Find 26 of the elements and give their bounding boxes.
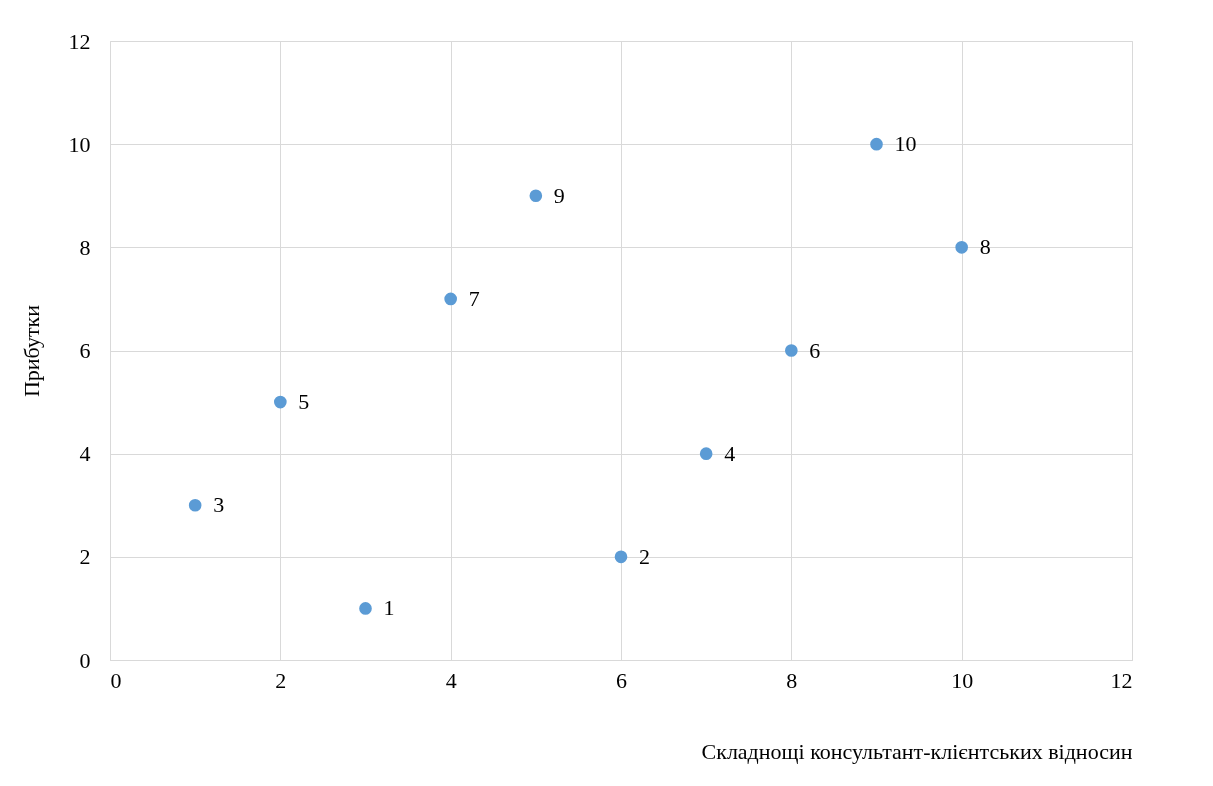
x-tick-label: 0	[110, 667, 122, 693]
y-tick-label: 2	[79, 544, 91, 570]
data-label: 8	[979, 234, 991, 260]
data-label: 5	[298, 389, 310, 415]
data-label: 6	[809, 337, 821, 363]
x-tick-label: 8	[786, 667, 798, 693]
y-tick-label: 6	[79, 338, 91, 363]
y-tick-label: 12	[68, 28, 91, 54]
x-tick-label: 10	[951, 667, 974, 693]
y-tick-label: 8	[79, 234, 91, 260]
data-label: 3	[213, 492, 225, 518]
y-tick-label: 10	[68, 131, 91, 157]
y-axis-title: Прибутки	[18, 304, 44, 398]
x-tick-label: 6	[616, 667, 627, 693]
data-label: 10	[894, 131, 917, 157]
data-label: 4	[724, 440, 736, 466]
data-label: 7	[468, 285, 480, 311]
x-tick-label: 2	[275, 667, 287, 693]
y-tick-label: 0	[79, 647, 91, 673]
y-tick-label: 4	[79, 441, 91, 467]
x-axis-title: Складнощі консультант-клієнтських відносин	[701, 738, 1133, 764]
x-tick-label: 4	[445, 667, 457, 693]
data-label: 9	[553, 182, 565, 208]
data-label: 2	[639, 543, 650, 569]
data-label: 1	[383, 595, 395, 621]
x-tick-label: 12	[1110, 667, 1133, 693]
